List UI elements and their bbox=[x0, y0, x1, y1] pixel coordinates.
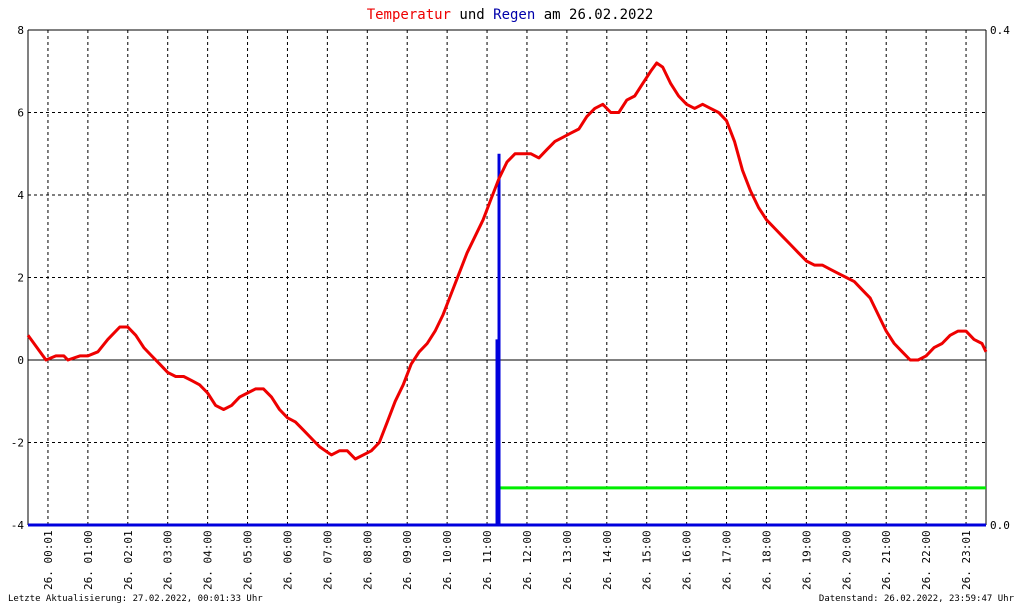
y-tick-left-label: -2 bbox=[11, 437, 24, 450]
y-tick-left-label: 2 bbox=[17, 272, 24, 285]
x-tick-label: 26. 10:00 bbox=[441, 530, 454, 590]
x-axis-ticks: 26. 00:01 26. 01:00 26. 02:01 26. 03:00 26. … bbox=[42, 530, 973, 590]
y-axis-left-ticks: 8 6 4 2 0 -2 -4 bbox=[11, 24, 25, 532]
y-axis-right-ticks: 0.4 0.0 bbox=[990, 24, 1010, 532]
title-regen: Regen bbox=[493, 7, 535, 23]
x-tick-label: 26. 15:00 bbox=[641, 530, 654, 590]
y-tick-left-label: -4 bbox=[11, 519, 25, 532]
y-tick-left-label: 6 bbox=[17, 107, 24, 120]
x-tick-label: 26. 18:00 bbox=[760, 530, 773, 590]
x-tick-label: 26. 13:00 bbox=[561, 530, 574, 590]
x-tick-label: 26. 14:00 bbox=[601, 530, 614, 590]
x-tick-label: 26. 08:00 bbox=[361, 530, 374, 590]
x-tick-label: 26. 09:00 bbox=[401, 530, 414, 590]
y-tick-left-label: 0 bbox=[17, 354, 24, 367]
x-tick-label: 26. 02:01 bbox=[122, 530, 135, 590]
chart-title: Temperatur und Regen am 26.02.2022 bbox=[367, 7, 654, 23]
series bbox=[26, 61, 988, 527]
x-tick-label: 26. 20:00 bbox=[840, 530, 853, 590]
footer-last-update: Letzte Aktualisierung: 27.02.2022, 00:01… bbox=[8, 594, 263, 604]
title-temperatur: Temperatur bbox=[367, 7, 451, 23]
x-tick-label: 26. 05:00 bbox=[242, 530, 255, 590]
x-tick-label: 26. 01:00 bbox=[82, 530, 95, 590]
temperature-line bbox=[26, 61, 988, 461]
x-tick-label: 26. 06:00 bbox=[281, 530, 294, 590]
x-tick-label: 26. 03:00 bbox=[162, 530, 175, 590]
x-tick-label: 26. 16:00 bbox=[681, 530, 694, 590]
x-tick-label: 26. 12:00 bbox=[521, 530, 534, 590]
y-tick-right-label: 0.0 bbox=[990, 519, 1010, 532]
x-tick-label: 26. 07:00 bbox=[321, 530, 334, 590]
y-tick-left-label: 8 bbox=[17, 24, 24, 37]
title-und: und bbox=[451, 7, 493, 23]
footer-data-status: Datenstand: 26.02.2022, 23:59:47 Uhr bbox=[819, 594, 1015, 604]
x-tick-label: 26. 00:01 bbox=[42, 530, 55, 590]
y-tick-left-label: 4 bbox=[17, 189, 24, 202]
y-tick-right-label: 0.4 bbox=[990, 24, 1010, 37]
x-tick-label: 26. 04:00 bbox=[202, 530, 215, 590]
x-tick-label: 26. 22:00 bbox=[920, 530, 933, 590]
x-tick-label: 26. 19:00 bbox=[800, 530, 813, 590]
grid bbox=[28, 30, 986, 525]
x-tick-label: 26. 21:00 bbox=[880, 530, 893, 590]
x-tick-label: 26. 17:00 bbox=[721, 530, 734, 590]
x-tick-label: 26. 11:00 bbox=[481, 530, 494, 590]
title-date: am 26.02.2022 bbox=[535, 7, 653, 23]
x-tick-label: 26. 23:01 bbox=[960, 530, 973, 590]
